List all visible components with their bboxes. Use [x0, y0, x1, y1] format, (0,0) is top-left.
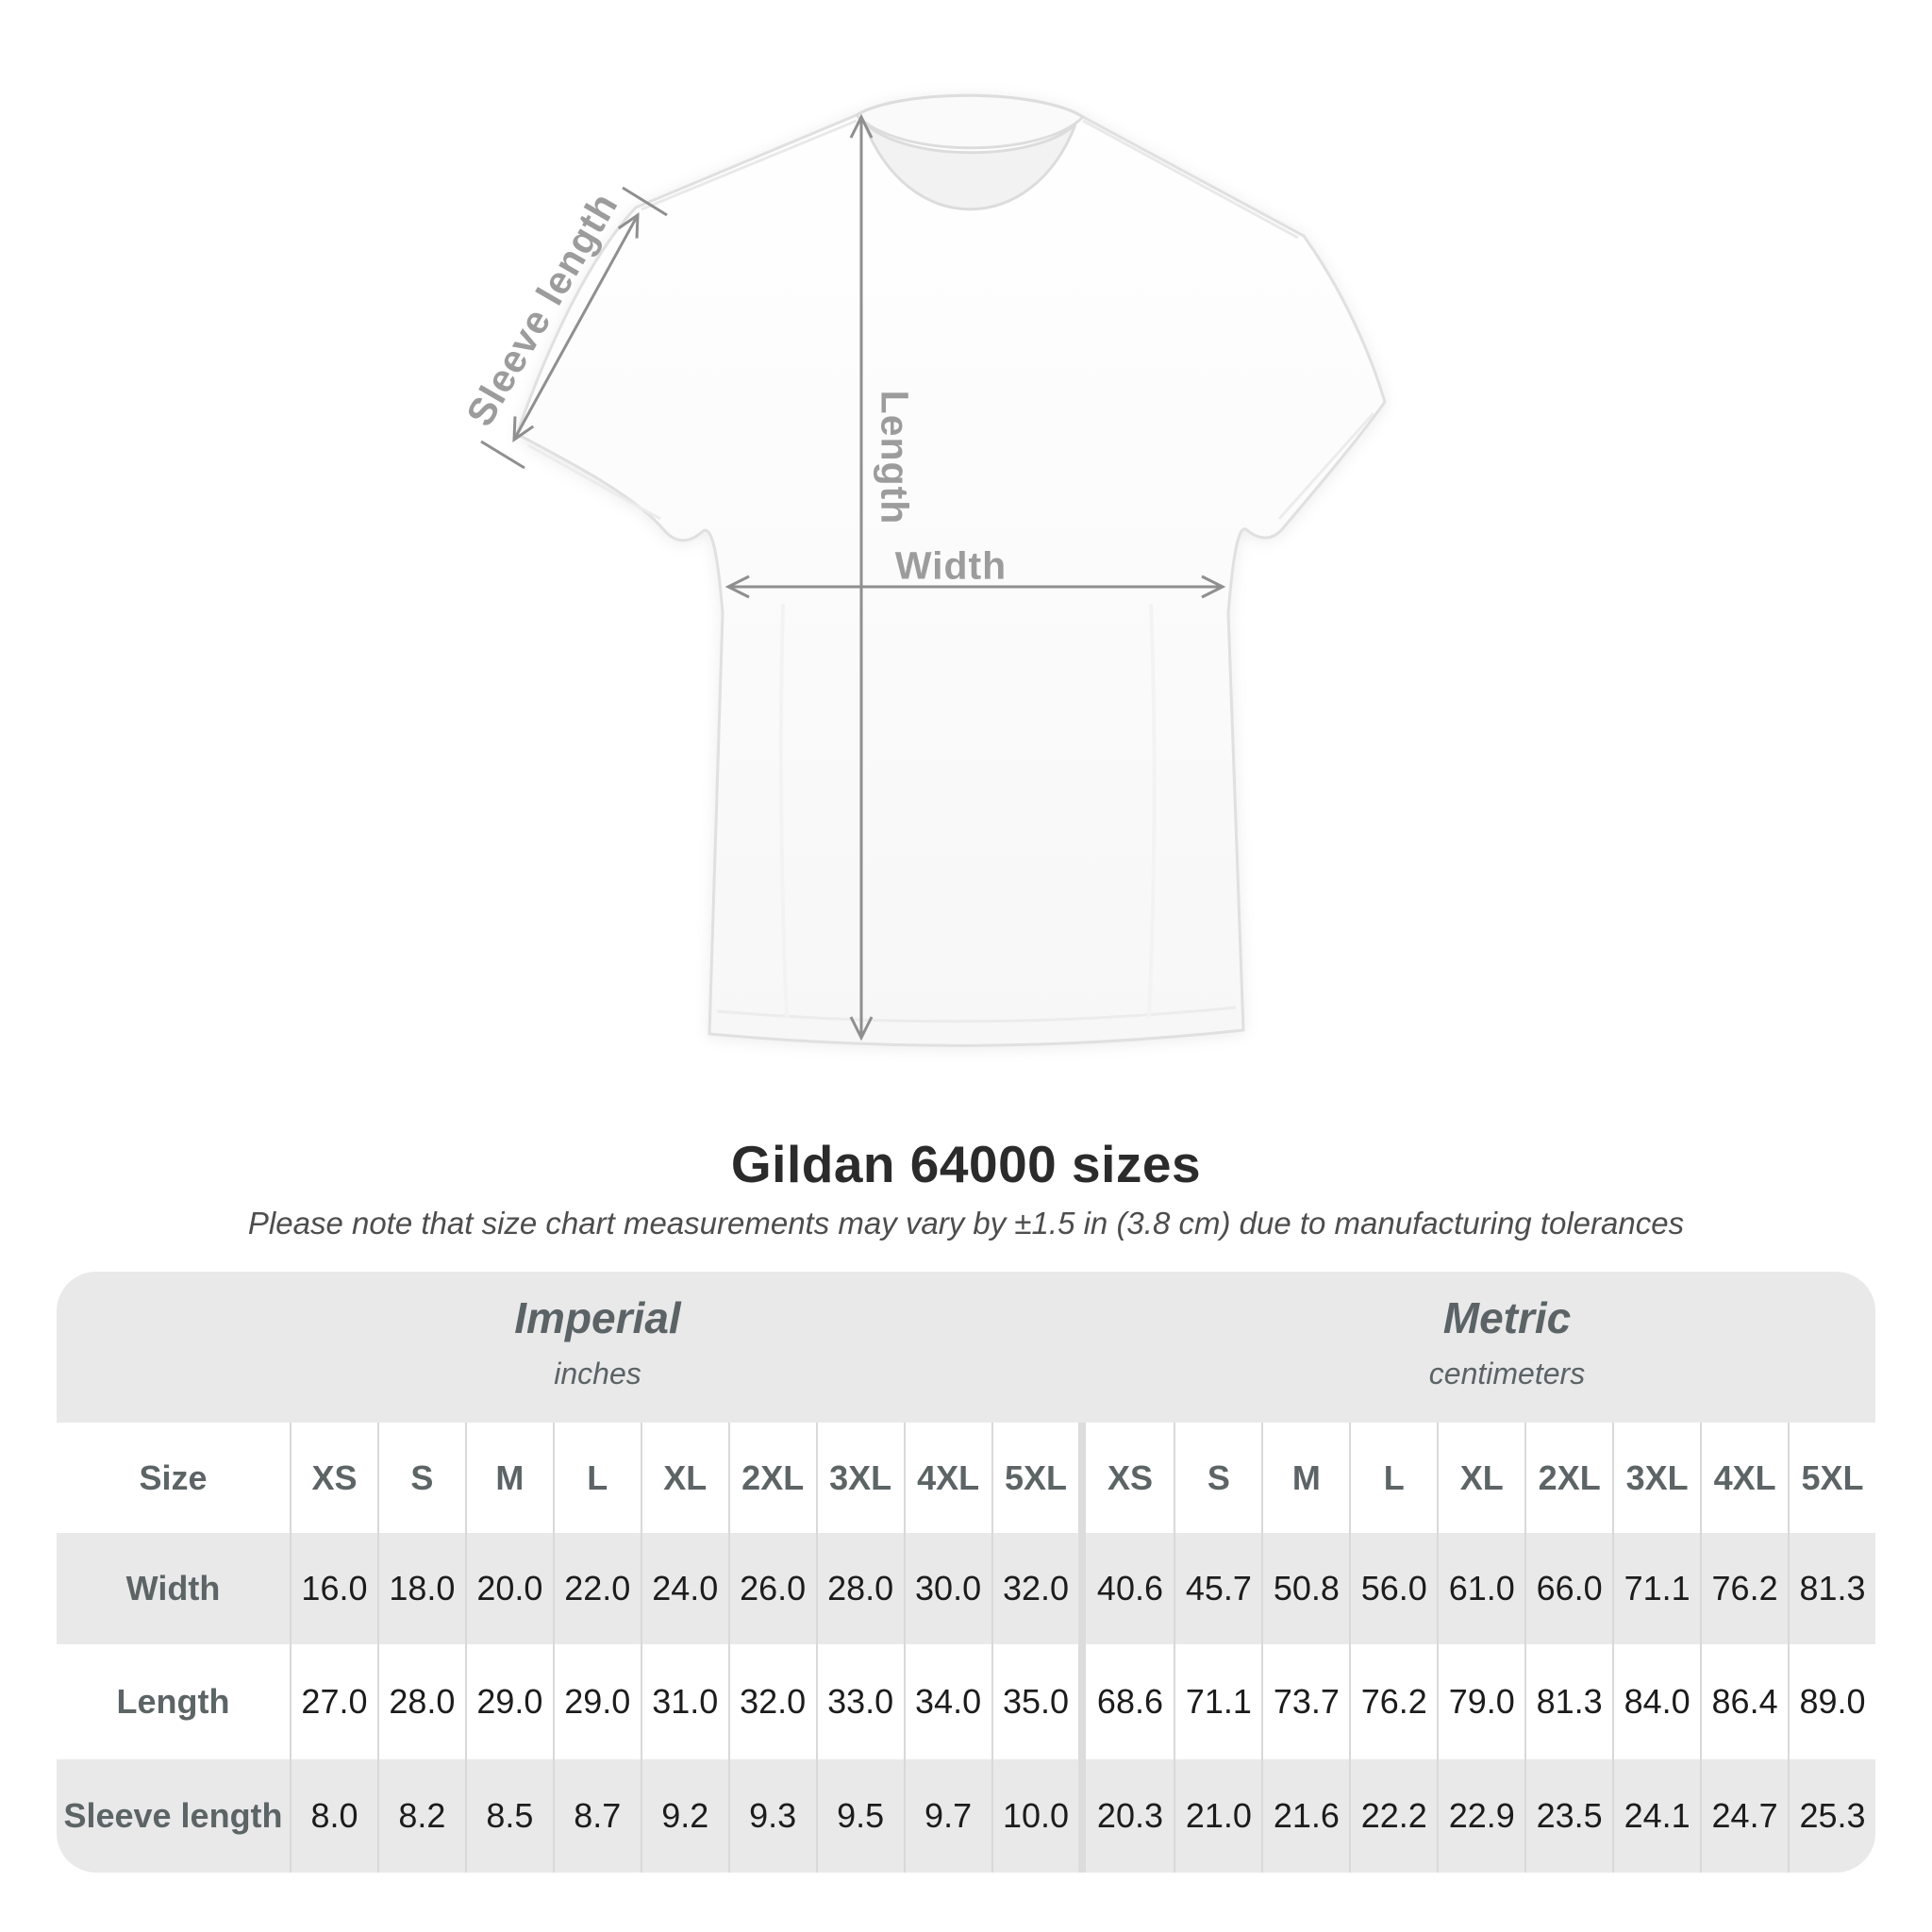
size-col-header: 3XL — [1612, 1423, 1701, 1533]
table-cell: 89.0 — [1788, 1644, 1875, 1759]
size-col-header: M — [464, 1423, 553, 1533]
table-cell: 27.0 — [290, 1644, 377, 1759]
table-cell: 24.1 — [1612, 1759, 1701, 1873]
table-cell: 29.0 — [552, 1644, 641, 1759]
table-cell: 45.7 — [1174, 1533, 1262, 1644]
tolerance-note: Please note that size chart measurements… — [247, 1206, 1685, 1241]
metric-unit: centimeters — [1428, 1357, 1586, 1391]
unit-header-band: Imperial inches Metric centimeters — [57, 1272, 1875, 1423]
table-cell: 86.4 — [1700, 1644, 1789, 1759]
table-cell: 23.5 — [1524, 1759, 1613, 1873]
table-cell: 26.0 — [727, 1533, 816, 1644]
imperial-unit: inches — [554, 1357, 641, 1391]
size-grid: Size XS S M L XL 2XL 3XL 4XL 5XL XS S M … — [57, 1423, 1875, 1873]
table-cell: 9.5 — [815, 1759, 904, 1873]
imperial-label: Imperial — [514, 1293, 681, 1342]
table-cell: 10.0 — [991, 1759, 1079, 1873]
width-label: Width — [894, 543, 1008, 588]
table-cell: 76.2 — [1700, 1533, 1789, 1644]
table-cell: 24.7 — [1700, 1759, 1789, 1873]
size-col-header: 5XL — [1788, 1423, 1875, 1533]
size-col-header: L — [1349, 1423, 1438, 1533]
table-cell: 61.0 — [1437, 1533, 1525, 1644]
table-cell: 21.0 — [1174, 1759, 1262, 1873]
table-cell: 22.2 — [1349, 1759, 1438, 1873]
table-cell: 71.1 — [1174, 1644, 1262, 1759]
table-cell: 22.0 — [552, 1533, 641, 1644]
table-cell: 8.7 — [552, 1759, 641, 1873]
tshirt-image — [515, 93, 1387, 1047]
table-cell: 20.3 — [1086, 1759, 1174, 1873]
table-cell: 33.0 — [815, 1644, 904, 1759]
size-col-header: M — [1261, 1423, 1350, 1533]
metric-label: Metric — [1442, 1293, 1572, 1342]
table-cell: 9.3 — [727, 1759, 816, 1873]
table-cell: 25.3 — [1788, 1759, 1875, 1873]
table-cell: 28.0 — [815, 1533, 904, 1644]
size-col-header: 2XL — [727, 1423, 816, 1533]
unit-group-divider — [1078, 1423, 1087, 1873]
table-cell: 22.9 — [1437, 1759, 1525, 1873]
table-cell: 66.0 — [1524, 1533, 1613, 1644]
size-col-header: S — [1174, 1423, 1262, 1533]
table-cell: 8.5 — [464, 1759, 553, 1873]
table-cell: 24.0 — [640, 1533, 728, 1644]
sleeve-length-arrow — [480, 186, 668, 470]
table-cell: 16.0 — [290, 1533, 377, 1644]
table-cell: 81.3 — [1524, 1644, 1613, 1759]
table-cell: 32.0 — [991, 1533, 1079, 1644]
size-chart-table: Imperial inches Metric centimeters Size … — [57, 1272, 1875, 1873]
imperial-group-header: Imperial inches — [57, 1272, 1139, 1423]
size-col-header: 5XL — [991, 1423, 1079, 1533]
size-col-header: XL — [640, 1423, 728, 1533]
table-cell: 28.0 — [376, 1644, 465, 1759]
table-cell: 31.0 — [640, 1644, 728, 1759]
table-cell: 68.6 — [1086, 1644, 1174, 1759]
table-cell: 81.3 — [1788, 1533, 1875, 1644]
table-cell: 76.2 — [1349, 1644, 1438, 1759]
row-label-width: Width — [57, 1533, 290, 1644]
table-cell: 8.2 — [376, 1759, 465, 1873]
table-cell: 20.0 — [464, 1533, 553, 1644]
table-cell: 71.1 — [1612, 1533, 1701, 1644]
table-cell: 8.0 — [290, 1759, 377, 1873]
table-cell: 84.0 — [1612, 1644, 1701, 1759]
size-col-header: XL — [1437, 1423, 1525, 1533]
size-col-header: XS — [290, 1423, 377, 1533]
row-label-length: Length — [57, 1644, 290, 1759]
table-cell: 32.0 — [727, 1644, 816, 1759]
table-cell: 9.2 — [640, 1759, 728, 1873]
size-corner-header: Size — [57, 1423, 290, 1533]
length-label: Length — [873, 390, 917, 525]
size-col-header: 4XL — [903, 1423, 991, 1533]
row-label-sleeve-length: Sleeve length — [57, 1759, 290, 1873]
table-cell: 56.0 — [1349, 1533, 1438, 1644]
size-col-header: XS — [1086, 1423, 1174, 1533]
table-cell: 21.6 — [1261, 1759, 1350, 1873]
size-col-header: S — [376, 1423, 465, 1533]
metric-group-header: Metric centimeters — [1139, 1272, 1875, 1423]
size-col-header: 4XL — [1700, 1423, 1789, 1533]
table-cell: 34.0 — [903, 1644, 991, 1759]
size-col-header: L — [552, 1423, 641, 1533]
table-cell: 50.8 — [1261, 1533, 1350, 1644]
dimension-arrows — [480, 113, 1226, 1041]
table-cell: 29.0 — [464, 1644, 553, 1759]
table-cell: 18.0 — [376, 1533, 465, 1644]
table-cell: 40.6 — [1086, 1533, 1174, 1644]
table-cell: 73.7 — [1261, 1644, 1350, 1759]
page-title: Gildan 64000 sizes — [730, 1135, 1202, 1193]
tshirt-measurement-diagram: Sleeve length Length Width — [458, 93, 1387, 1047]
table-cell: 79.0 — [1437, 1644, 1525, 1759]
size-col-header: 2XL — [1524, 1423, 1613, 1533]
table-cell: 30.0 — [903, 1533, 991, 1644]
table-cell: 35.0 — [991, 1644, 1079, 1759]
size-col-header: 3XL — [815, 1423, 904, 1533]
table-cell: 9.7 — [903, 1759, 991, 1873]
